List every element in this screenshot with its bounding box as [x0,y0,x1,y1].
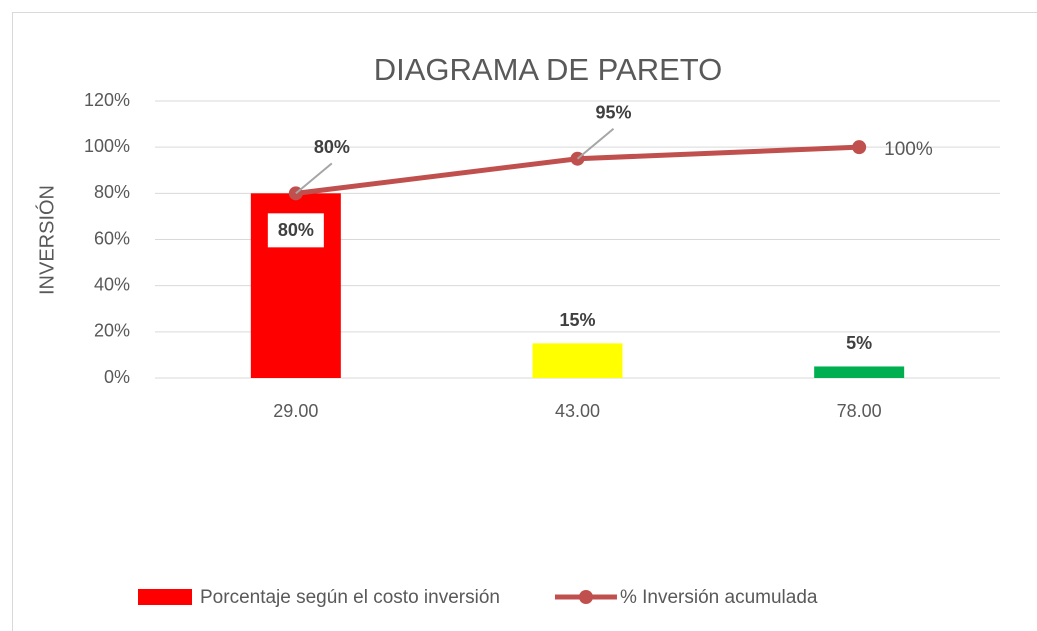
y-axis-label: INVERSIÓN [35,185,58,295]
data-label: 80% [278,220,314,240]
y-tick-label: 40% [94,274,130,294]
y-tick-label: 120% [84,90,130,110]
y-tick-label: 20% [94,321,130,341]
data-label: 80% [314,137,350,157]
legend-swatch [138,589,192,605]
y-tick-label: 60% [94,228,130,248]
legend-label: % Inversión acumulada [620,587,818,608]
y-tick-label: 80% [94,182,130,202]
x-tick-label: 29.00 [273,401,318,421]
legend-label: Porcentaje según el costo inversión [200,587,500,608]
chart-title: DIAGRAMA DE PARETO [374,52,723,87]
x-tick-label: 43.00 [555,401,600,421]
y-tick-label: 100% [84,136,130,156]
data-label: 95% [595,102,631,122]
leader-line [295,162,333,195]
bar [532,343,623,378]
y-tick-label: 0% [104,367,130,387]
data-label: 15% [559,310,595,330]
data-label: 5% [846,333,872,353]
bar [814,366,905,378]
line-marker [852,140,867,155]
leader-line [576,127,615,160]
x-tick-label: 78.00 [837,401,882,421]
data-label: 100% [884,139,933,160]
legend-marker [578,590,593,604]
data-label-box [267,213,324,248]
chart-border [12,12,1037,631]
